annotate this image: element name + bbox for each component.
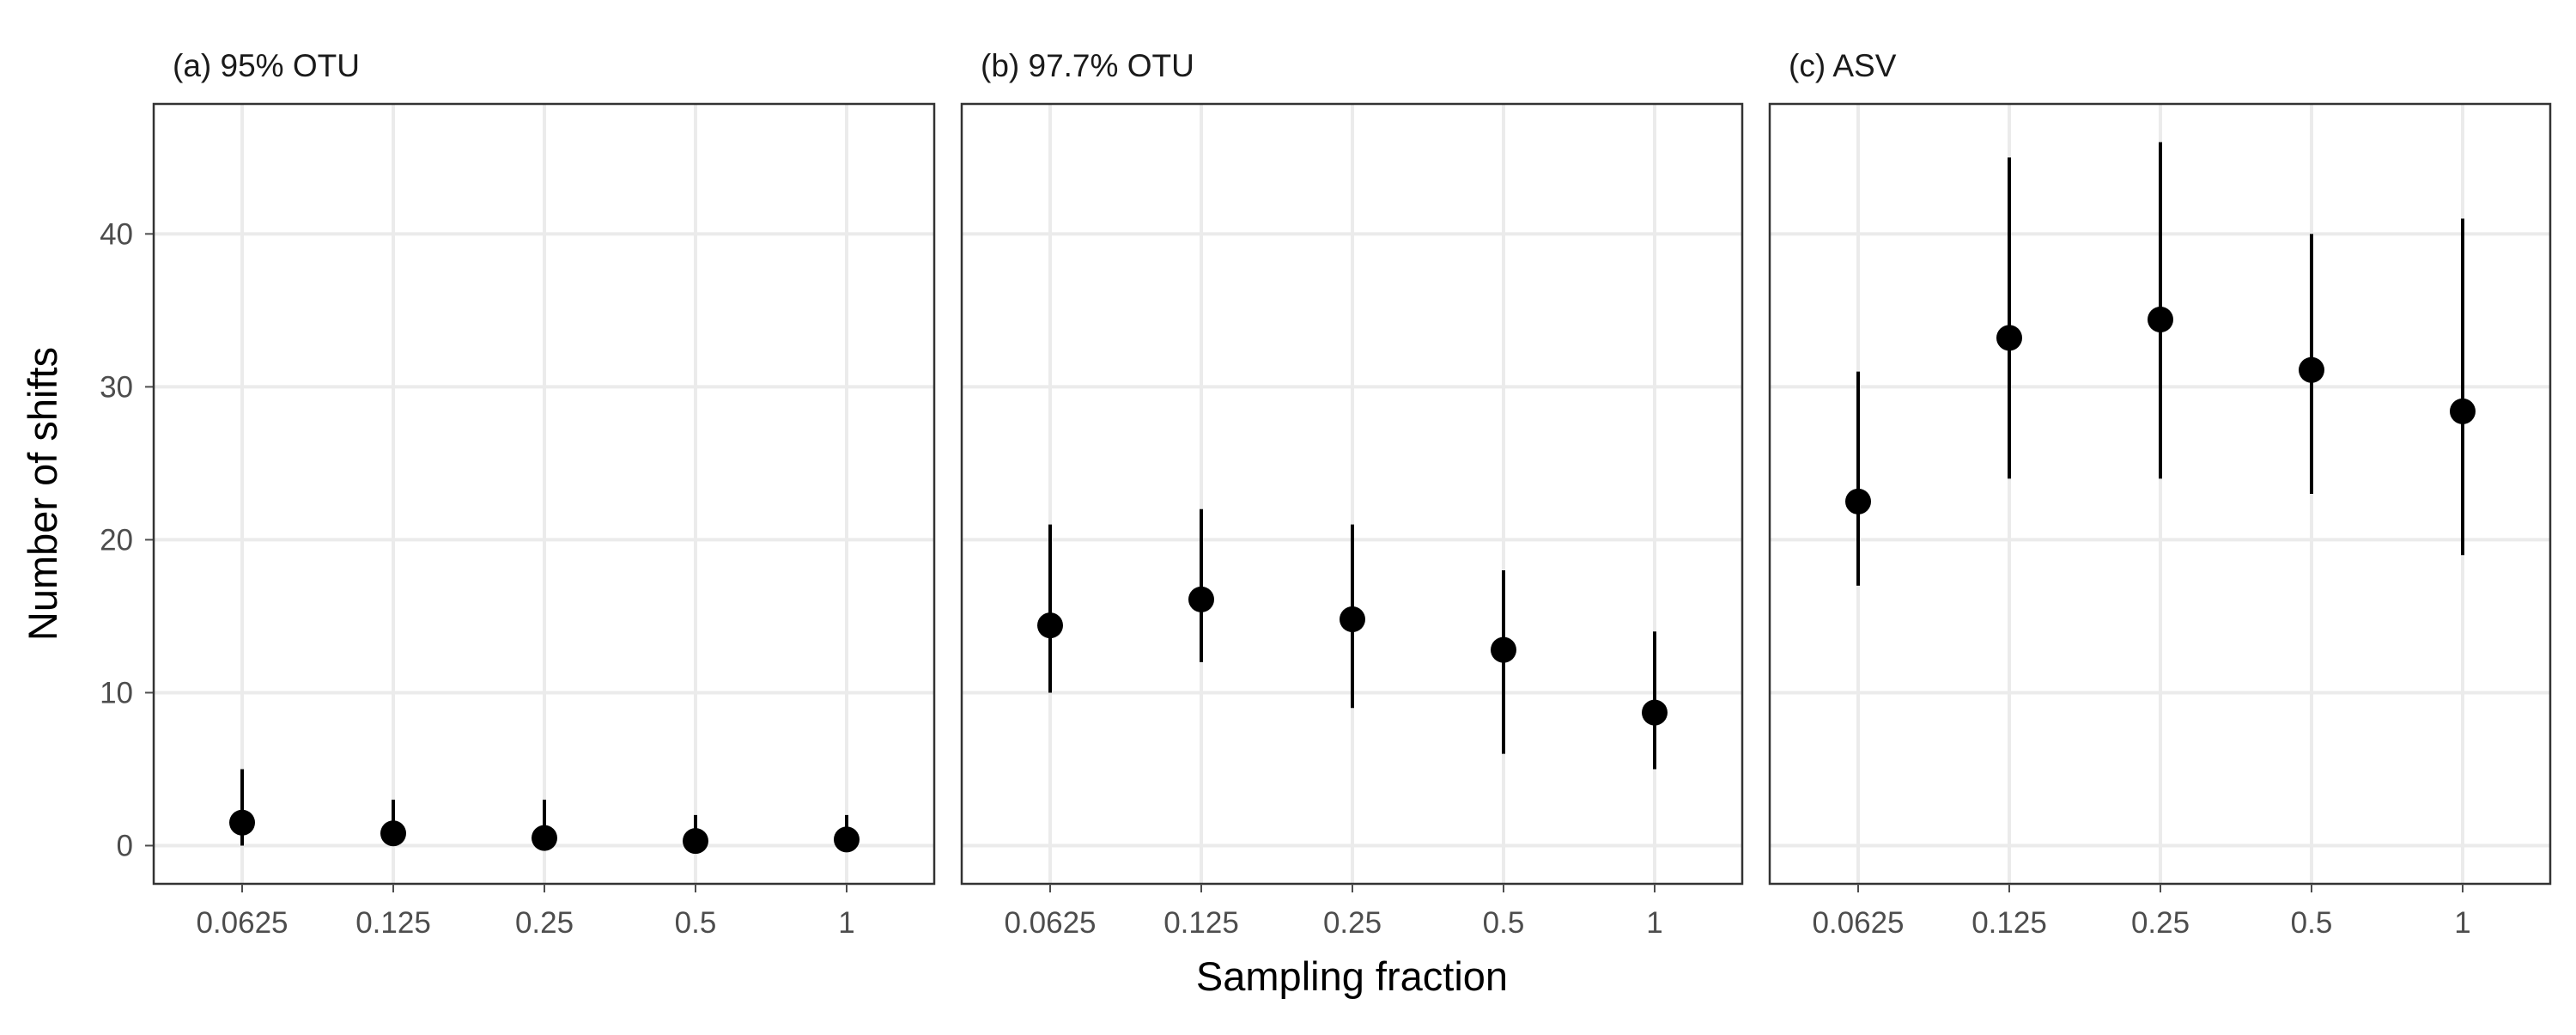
- x-tick-label: 0.125: [1971, 906, 2047, 940]
- panel-title: (a) 95% OTU: [173, 48, 360, 83]
- y-tick-label: 40: [100, 217, 133, 251]
- data-point: [1845, 488, 1871, 514]
- data-point: [1340, 606, 1365, 632]
- data-point: [834, 826, 860, 853]
- x-tick-label: 0.25: [2131, 906, 2190, 940]
- x-tick-label: 1: [838, 906, 854, 940]
- data-point: [1996, 325, 2022, 351]
- x-tick-label: 0.25: [1323, 906, 1382, 940]
- x-tick-label: 0.5: [2291, 906, 2333, 940]
- data-point: [1188, 586, 1214, 612]
- panel-2: 0.0625 0.125 0.25 0.5 1 (b) 97.7% OTU: [960, 48, 1744, 940]
- data-point: [380, 820, 406, 847]
- y-tick-label: 0: [117, 829, 133, 862]
- y-axis-title: Number of shifts: [20, 347, 65, 641]
- data-point: [1491, 636, 1516, 663]
- x-tick-label: 0.5: [675, 906, 717, 940]
- y-tick-label: 20: [100, 523, 133, 557]
- x-tick-label: 0.0625: [196, 906, 288, 940]
- y-tick-label: 30: [100, 370, 133, 404]
- x-tick-label: 0.0625: [1004, 906, 1096, 940]
- x-tick-label: 0.125: [1163, 906, 1239, 940]
- panel-1: 0.0625 0.125 0.25 0.5 1 (a) 95% OTU: [152, 48, 936, 940]
- data-point: [2299, 356, 2324, 383]
- data-point: [2450, 398, 2476, 424]
- data-point: [229, 809, 255, 836]
- data-point: [2148, 307, 2173, 333]
- data-point: [532, 825, 557, 851]
- x-axis-title: Sampling fraction: [1196, 953, 1508, 999]
- panel-title: (c) ASV: [1789, 48, 1897, 83]
- data-point: [1642, 699, 1668, 726]
- data-point: [683, 828, 708, 855]
- x-tick-label: 0.25: [515, 906, 574, 940]
- x-tick-label: 0.0625: [1812, 906, 1904, 940]
- y-tick-label: 10: [100, 676, 133, 709]
- data-point: [1037, 612, 1063, 639]
- x-tick-label: 1: [1646, 906, 1662, 940]
- x-tick-label: 1: [2454, 906, 2470, 940]
- panel-title: (b) 97.7% OTU: [981, 48, 1194, 83]
- x-tick-label: 0.125: [355, 906, 431, 940]
- panel-3: 0.0625 0.125 0.25 0.5 1 (c) ASV: [1768, 48, 2552, 940]
- x-tick-label: 0.5: [1483, 906, 1525, 940]
